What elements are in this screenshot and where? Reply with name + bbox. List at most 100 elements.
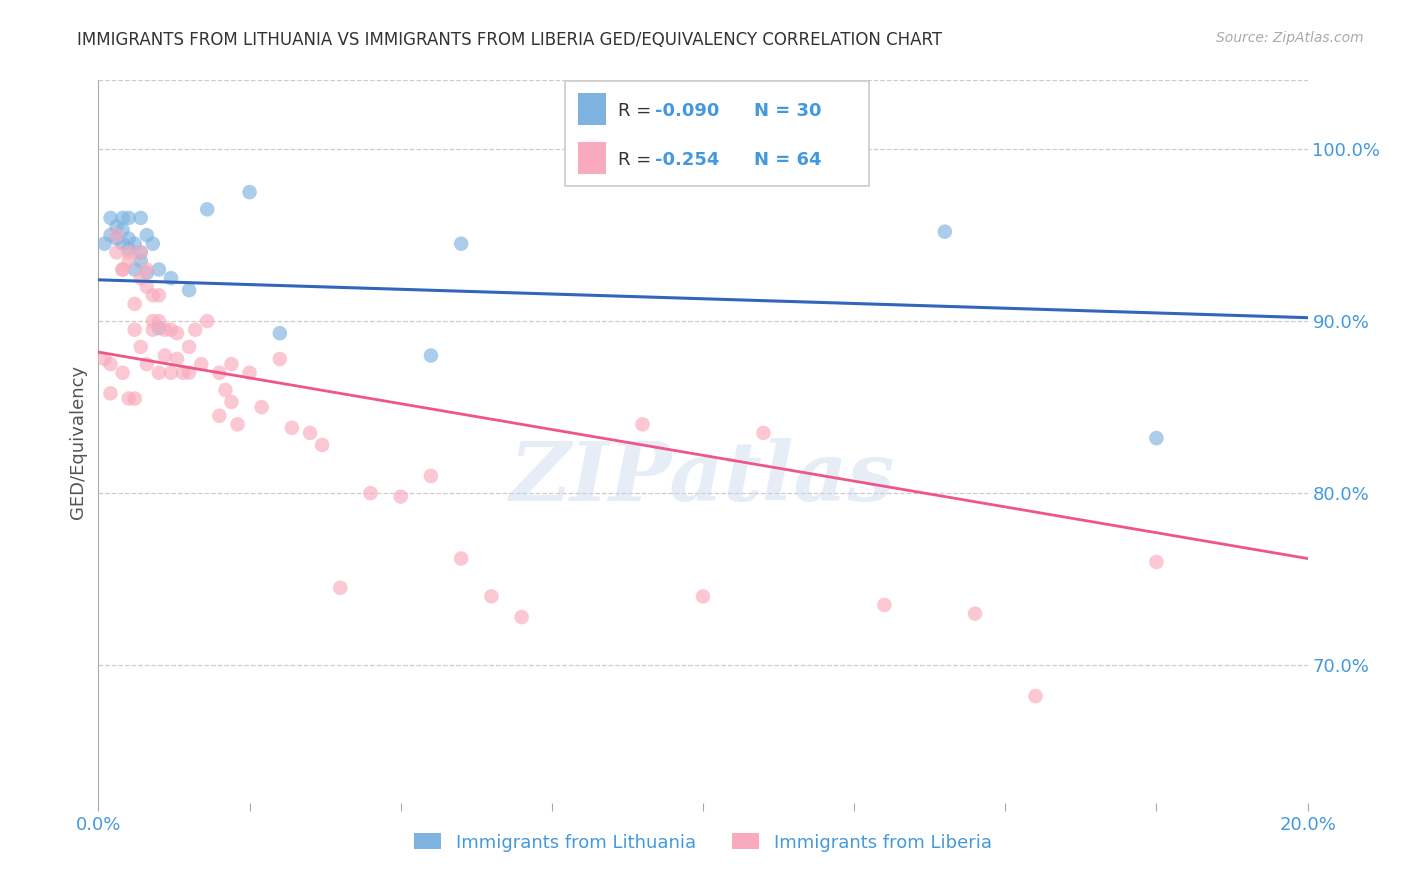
Point [153, 323, 176, 337]
Text: R =: R = [619, 102, 657, 120]
Point [118, 242, 141, 256]
Point [135, 262, 157, 277]
Point [184, 323, 207, 337]
Point [142, 236, 165, 251]
Point [118, 392, 141, 406]
Point [299, 425, 322, 440]
Point [281, 421, 304, 435]
Legend: Immigrants from Lithuania, Immigrants from Liberia: Immigrants from Lithuania, Immigrants fr… [408, 826, 998, 859]
Point [239, 185, 262, 199]
Point [100, 211, 122, 225]
Point [160, 323, 183, 337]
Text: -0.254: -0.254 [655, 151, 720, 169]
Point [111, 223, 134, 237]
Point [269, 326, 291, 341]
Point [105, 228, 128, 243]
Point [481, 590, 503, 604]
Point [221, 395, 243, 409]
Point [135, 357, 157, 371]
Text: -0.090: -0.090 [655, 102, 720, 120]
Text: R =: R = [619, 151, 657, 169]
Point [226, 417, 249, 432]
Point [450, 551, 472, 566]
Point [420, 349, 443, 363]
Point [179, 340, 201, 354]
Point [160, 366, 183, 380]
Text: N = 64: N = 64 [754, 151, 821, 169]
Point [389, 490, 412, 504]
Point [179, 366, 201, 380]
Point [510, 610, 533, 624]
Point [124, 392, 146, 406]
Text: N = 30: N = 30 [754, 102, 821, 120]
Point [135, 266, 157, 280]
Point [105, 245, 128, 260]
Point [190, 357, 212, 371]
Point [111, 211, 134, 225]
Point [148, 314, 170, 328]
Point [124, 323, 146, 337]
Point [148, 366, 170, 380]
Point [1144, 555, 1167, 569]
Point [360, 486, 382, 500]
Point [311, 438, 333, 452]
FancyBboxPatch shape [578, 93, 606, 125]
Point [221, 357, 243, 371]
Point [100, 357, 122, 371]
Point [111, 236, 134, 251]
Point [195, 202, 218, 217]
Point [118, 211, 141, 225]
Point [172, 366, 194, 380]
Point [129, 340, 152, 354]
Point [420, 469, 443, 483]
Point [239, 366, 262, 380]
Point [148, 321, 170, 335]
Point [1144, 431, 1167, 445]
Y-axis label: GED/Equivalency: GED/Equivalency [69, 365, 87, 518]
Point [934, 225, 956, 239]
Point [124, 236, 146, 251]
Point [111, 262, 134, 277]
Text: IMMIGRANTS FROM LITHUANIA VS IMMIGRANTS FROM LIBERIA GED/EQUIVALENCY CORRELATION: IMMIGRANTS FROM LITHUANIA VS IMMIGRANTS … [77, 31, 942, 49]
Point [129, 211, 152, 225]
Point [148, 262, 170, 277]
Point [692, 590, 714, 604]
Point [129, 271, 152, 285]
Point [329, 581, 352, 595]
Point [118, 231, 141, 245]
Point [965, 607, 987, 621]
Point [118, 254, 141, 268]
Point [105, 231, 128, 245]
Point [111, 366, 134, 380]
Point [148, 288, 170, 302]
Point [153, 349, 176, 363]
Point [214, 383, 236, 397]
Point [1024, 689, 1046, 703]
Point [142, 323, 165, 337]
Point [250, 400, 273, 414]
Point [631, 417, 654, 432]
Point [166, 326, 188, 341]
Point [100, 386, 122, 401]
Point [105, 219, 128, 234]
Point [129, 254, 152, 268]
Point [160, 271, 183, 285]
Point [100, 228, 122, 243]
Point [124, 297, 146, 311]
Text: Source: ZipAtlas.com: Source: ZipAtlas.com [1216, 31, 1364, 45]
Point [450, 236, 472, 251]
Point [166, 351, 188, 366]
Point [135, 228, 157, 243]
Point [129, 245, 152, 260]
Point [118, 245, 141, 260]
Point [142, 288, 165, 302]
Point [93, 236, 115, 251]
Point [208, 366, 231, 380]
Point [208, 409, 231, 423]
Point [873, 598, 896, 612]
FancyBboxPatch shape [565, 81, 869, 186]
Point [752, 425, 775, 440]
Point [142, 314, 165, 328]
Point [111, 262, 134, 277]
Text: ZIPatlas: ZIPatlas [510, 438, 896, 517]
